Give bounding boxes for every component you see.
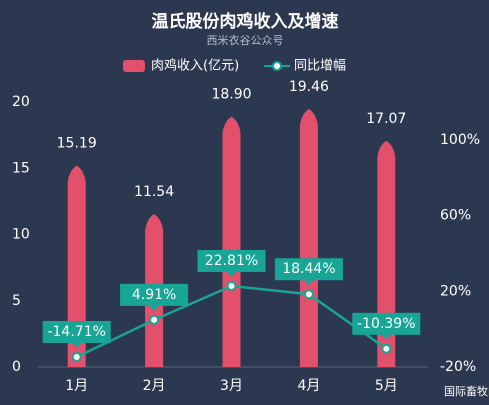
y2-tick-label: 100% [440,132,480,148]
bar [67,165,86,367]
y-tick-label: 5 [12,293,21,309]
x-tick-label: 1月 [65,378,88,394]
value-label-box [197,249,266,272]
x-tick-label: 3月 [220,378,243,394]
value-label-pointer [226,271,237,277]
value-label-pointer [303,280,314,286]
bar-value-label: 11.54 [134,184,174,200]
value-label-pointer [71,342,82,348]
line-value-label: 22.81% [205,253,258,269]
x-tick-label: 4月 [297,378,320,394]
line-value-label: 4.91% [132,287,176,303]
watermark: 国际畜牧网 [444,384,489,398]
line-point [149,314,160,325]
y2-tick-label: 20% [440,283,471,299]
x-tick-label: 5月 [375,378,398,394]
y2-tick-label: 60% [440,208,471,224]
y-tick-label: 20 [12,94,30,110]
y-tick-label: 0 [12,359,21,375]
y2-tick-label: -20% [440,359,476,375]
line-point [226,280,237,291]
bar-value-label: 18.90 [211,87,251,103]
line-point [71,351,82,362]
legend-label: 肉鸡收入(亿元) [151,58,239,74]
line-value-label: -10.39% [357,316,415,332]
bar-value-label: 15.19 [57,136,97,152]
y-tick-label: 10 [12,227,30,243]
bar [222,116,241,367]
legend-swatch [123,60,145,72]
value-label-box [274,258,343,281]
line-value-label: -14.71% [47,324,105,340]
bar [377,140,396,367]
line-point [381,343,392,354]
bar [299,109,318,367]
legend-swatch [272,61,282,71]
value-label-pointer [381,334,392,340]
value-label-box [352,312,421,335]
line-value-label: 18.44% [282,261,335,277]
line-point [303,289,314,300]
value-label-box [42,320,111,343]
chart-title: 温氏股份肉鸡收入及增速 [152,11,339,32]
bar-value-label: 19.46 [289,79,329,95]
legend-label: 同比增幅 [294,59,346,74]
value-label-box [120,283,189,306]
y-tick-label: 15 [12,160,30,176]
x-tick-label: 2月 [143,378,166,394]
chart-subtitle: 西米衣谷公众号 [207,33,284,47]
bar-value-label: 17.07 [366,111,406,127]
value-label-pointer [149,305,160,311]
